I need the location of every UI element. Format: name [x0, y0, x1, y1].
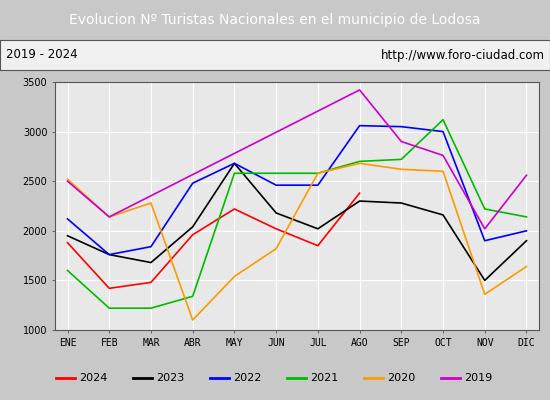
- Text: http://www.foro-ciudad.com: http://www.foro-ciudad.com: [381, 48, 544, 62]
- Text: 2024: 2024: [79, 373, 107, 383]
- Text: 2020: 2020: [387, 373, 415, 383]
- Text: 2021: 2021: [310, 373, 338, 383]
- Text: 2019 - 2024: 2019 - 2024: [6, 48, 77, 62]
- Text: 2022: 2022: [233, 373, 261, 383]
- Text: 2019: 2019: [464, 373, 492, 383]
- Text: Evolucion Nº Turistas Nacionales en el municipio de Lodosa: Evolucion Nº Turistas Nacionales en el m…: [69, 13, 481, 27]
- Text: 2023: 2023: [156, 373, 184, 383]
